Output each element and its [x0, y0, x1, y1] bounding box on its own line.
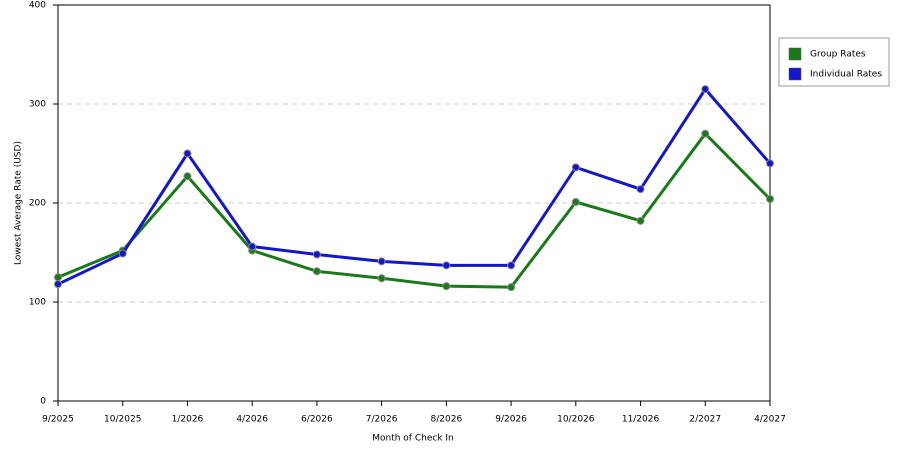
x-tick-label: 7/2026 [366, 415, 398, 425]
data-point [571, 163, 580, 172]
y-tick-label: 300 [29, 100, 46, 110]
x-axis-label: Month of Check In [372, 434, 454, 444]
data-point [701, 85, 710, 94]
data-point [118, 249, 127, 258]
series-line [57, 86, 772, 286]
x-tick-label: 1/2026 [172, 415, 204, 425]
data-point [636, 216, 645, 225]
data-point [54, 280, 62, 289]
legend-label: Group Rates [810, 50, 866, 60]
data-point [312, 250, 321, 259]
data-point [442, 261, 451, 270]
x-tick-label: 10/2026 [557, 415, 595, 425]
x-tick-label: 10/2025 [104, 415, 141, 425]
data-point [377, 274, 386, 283]
y-tick-label: 400 [29, 1, 46, 11]
data-point [766, 195, 774, 204]
x-tick-label: 11/2026 [622, 415, 660, 425]
data-point [442, 282, 451, 291]
y-axis-label: Lowest Average Rate (USD) [14, 141, 24, 265]
x-tick-label: 4/2027 [754, 415, 786, 425]
data-point [636, 185, 645, 194]
data-point [701, 129, 710, 138]
y-tick-label: 0 [40, 397, 46, 407]
x-tick-label: 9/2026 [495, 415, 527, 425]
x-tick-label: 9/2025 [42, 415, 74, 425]
x-tick-label: 8/2026 [431, 415, 463, 425]
data-point [571, 198, 580, 207]
x-tick-label: 4/2026 [236, 415, 268, 425]
data-point [183, 149, 192, 158]
data-point [312, 267, 321, 276]
legend-swatch [788, 47, 802, 61]
data-point [507, 283, 516, 292]
x-tick-label: 6/2026 [301, 415, 333, 425]
data-point [507, 261, 516, 270]
series-line [57, 131, 772, 289]
y-tick-label: 100 [29, 298, 46, 308]
data-point [183, 172, 192, 181]
data-point [766, 159, 774, 168]
y-tick-label: 200 [29, 199, 46, 209]
legend-label: Individual Rates [810, 70, 882, 80]
legend-swatch [788, 67, 802, 81]
data-point [54, 273, 62, 282]
data-point [248, 242, 257, 251]
x-tick-label: 2/2027 [689, 415, 721, 425]
data-point [377, 257, 386, 266]
